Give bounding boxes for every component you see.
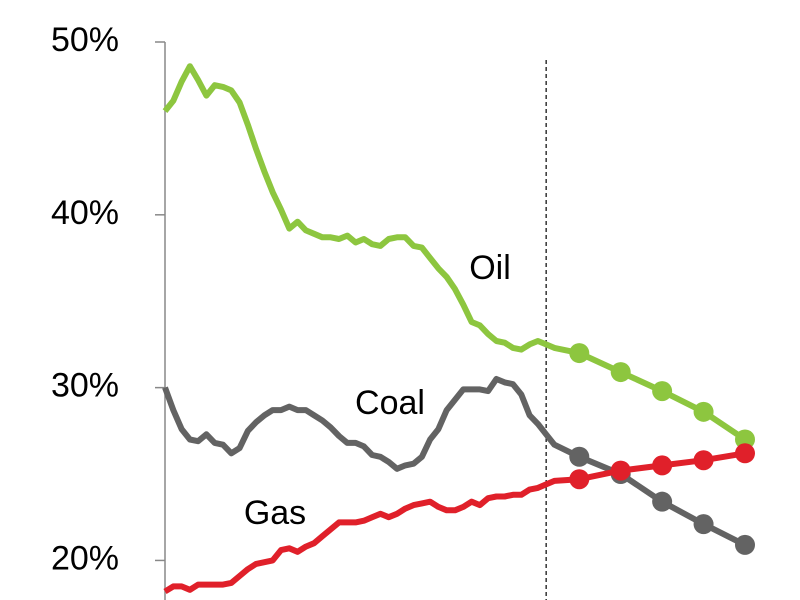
series-line [162,376,747,548]
projection-marker [693,450,714,471]
projection-marker [735,443,755,464]
series-label: Coal [355,384,425,422]
projection-marker [693,401,714,422]
y-tick-label: 40% [51,194,119,232]
projection-marker [652,455,673,476]
projection-marker [652,491,673,512]
projection-marker [569,343,590,364]
projection-marker [735,534,755,555]
series-label: Gas [244,494,306,532]
y-tick-label: 30% [51,367,119,405]
projection-marker [693,514,714,535]
y-tick-label: 50% [51,21,119,59]
projection-marker [610,460,631,481]
projection-marker [735,429,755,450]
projection-marker [610,362,631,383]
series-line [163,450,746,595]
projection-marker [569,469,590,490]
series-label: Oil [469,249,511,287]
projection-marker [652,381,673,402]
projection-marker [569,446,590,467]
series-line [162,63,747,442]
y-tick-label: 20% [51,539,119,577]
